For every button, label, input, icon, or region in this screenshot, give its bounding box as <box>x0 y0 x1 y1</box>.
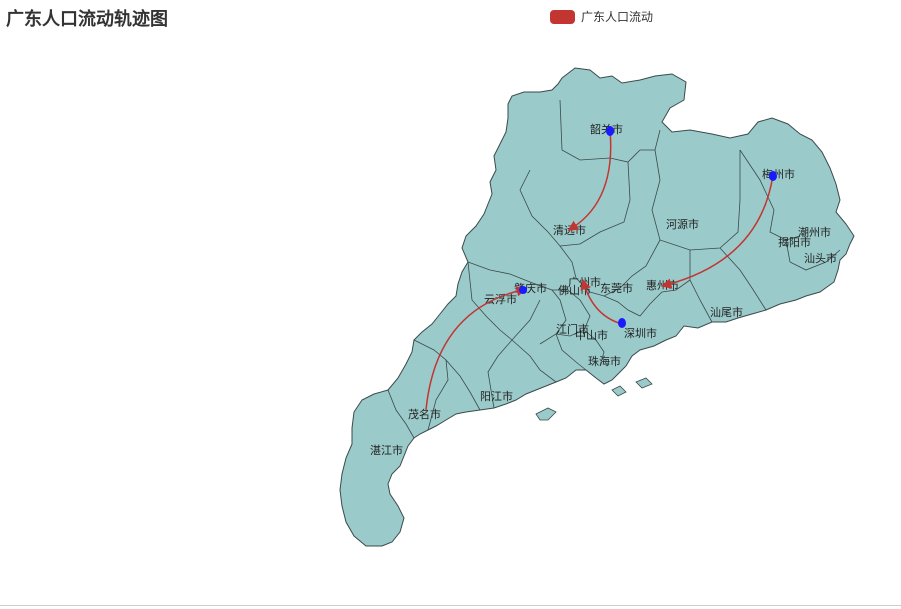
border-yunfu <box>467 261 541 341</box>
city-label: 汕头市 <box>804 251 837 265</box>
flow-meizhou-to-huizhou <box>660 174 774 289</box>
source-marker-zhaoqing <box>519 286 527 294</box>
city-label: 梅州市 <box>762 167 795 181</box>
border-maoming <box>413 339 449 431</box>
source-marker-meizhou <box>769 171 777 181</box>
border-shaoguan <box>559 99 661 163</box>
flow-shenzhen-to-guangzhou <box>580 278 623 325</box>
legend[interactable]: 广东人口流动 <box>550 8 653 25</box>
district-borders <box>387 99 841 439</box>
bottom-divider <box>0 605 901 606</box>
flow-lines <box>425 129 774 411</box>
guangdong-landmass <box>339 67 855 547</box>
border-foshan <box>552 289 591 337</box>
island-1 <box>535 407 557 421</box>
city-label: 惠州市 <box>646 278 679 292</box>
city-label: 东莞市 <box>600 281 633 295</box>
border-dongguan <box>603 279 691 317</box>
city-label: 揭阳市 <box>778 235 811 249</box>
province-outline <box>339 67 855 547</box>
chart-title: 广东人口流动轨迹图 <box>6 9 168 30</box>
source-marker-shaoguan <box>606 126 614 136</box>
city-label: 江门市 <box>556 322 589 336</box>
legend-swatch[interactable] <box>550 9 575 24</box>
source-markers <box>519 126 777 328</box>
border-huizhou <box>689 247 767 323</box>
border-zhanjiang <box>387 389 415 439</box>
border-jiangmen <box>511 333 587 383</box>
island-2 <box>611 385 627 397</box>
border-zhongshan <box>583 329 605 367</box>
city-label: 湛江市 <box>370 443 403 457</box>
border-meizhou <box>739 149 801 241</box>
flow-maoming-to-zhaoqing <box>425 286 528 411</box>
city-label: 清远市 <box>553 223 586 237</box>
border-chaoshan <box>785 239 841 271</box>
city-label: 珠海市 <box>588 354 621 368</box>
source-marker-shenzhen <box>618 318 626 328</box>
city-label: 肇庆市 <box>514 281 547 295</box>
city-label: 潮州市 <box>798 225 831 239</box>
city-label: 云浮市 <box>484 292 517 306</box>
city-label: 阳江市 <box>480 389 513 403</box>
island-3 <box>635 377 653 389</box>
border-yangjiang <box>445 339 513 411</box>
legend-label[interactable]: 广东人口流动 <box>581 10 654 24</box>
city-label: 茂名市 <box>408 407 441 421</box>
city-label: 深圳市 <box>624 326 657 340</box>
islands <box>535 377 653 421</box>
city-label: 河源市 <box>666 217 699 231</box>
border-qingyuan <box>519 161 631 247</box>
city-label: 汕尾市 <box>710 305 743 319</box>
flow-shaoguan-to-qingyuan <box>567 129 612 231</box>
city-label: 中山市 <box>575 328 608 342</box>
